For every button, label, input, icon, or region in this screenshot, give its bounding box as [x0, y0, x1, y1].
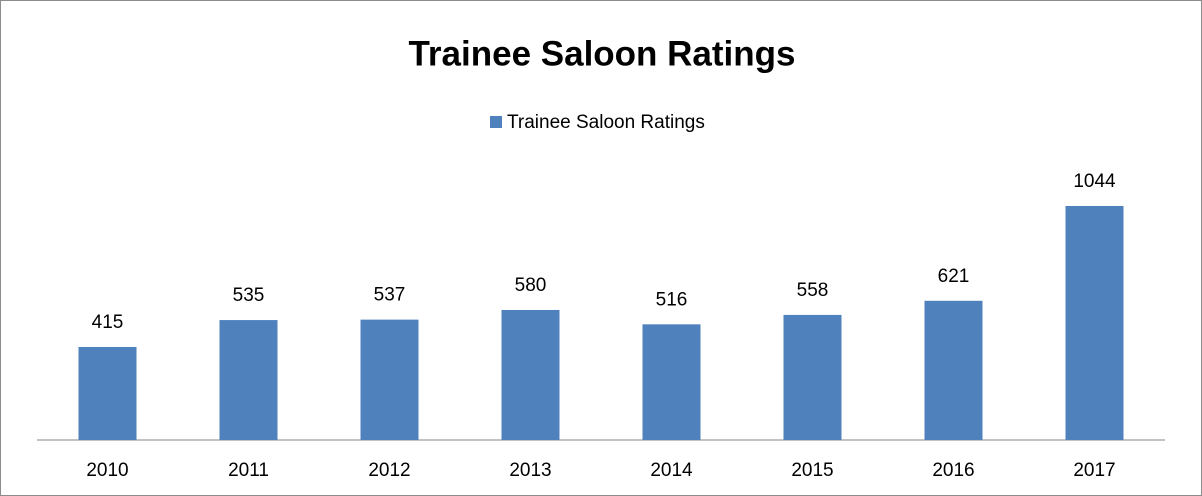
bar — [924, 300, 983, 440]
bar — [1065, 205, 1124, 440]
data-label: 621 — [938, 266, 970, 287]
data-label: 1044 — [1073, 171, 1116, 192]
data-label: 415 — [92, 312, 124, 333]
bar — [501, 309, 560, 440]
x-tick-label: 2010 — [86, 460, 128, 481]
data-label: 580 — [515, 275, 547, 296]
bar — [360, 319, 419, 440]
data-label: 516 — [656, 289, 688, 310]
x-tick-label: 2013 — [509, 460, 551, 481]
bar — [783, 314, 842, 440]
bar — [78, 346, 137, 440]
x-tick-label: 2012 — [368, 460, 410, 481]
legend-swatch — [490, 116, 502, 128]
legend-label: Trainee Saloon Ratings — [507, 112, 705, 133]
x-tick-label: 2016 — [932, 460, 974, 481]
bar — [642, 324, 701, 440]
data-label: 535 — [233, 285, 265, 306]
x-tick-label: 2017 — [1073, 460, 1115, 481]
x-tick-label: 2015 — [791, 460, 833, 481]
x-tick-label: 2011 — [228, 460, 269, 481]
x-tick-label: 2014 — [650, 460, 693, 481]
data-label: 537 — [374, 285, 406, 306]
data-label: 558 — [797, 280, 829, 301]
bar — [219, 320, 278, 440]
chart-title: Trainee Saloon Ratings — [408, 34, 795, 73]
